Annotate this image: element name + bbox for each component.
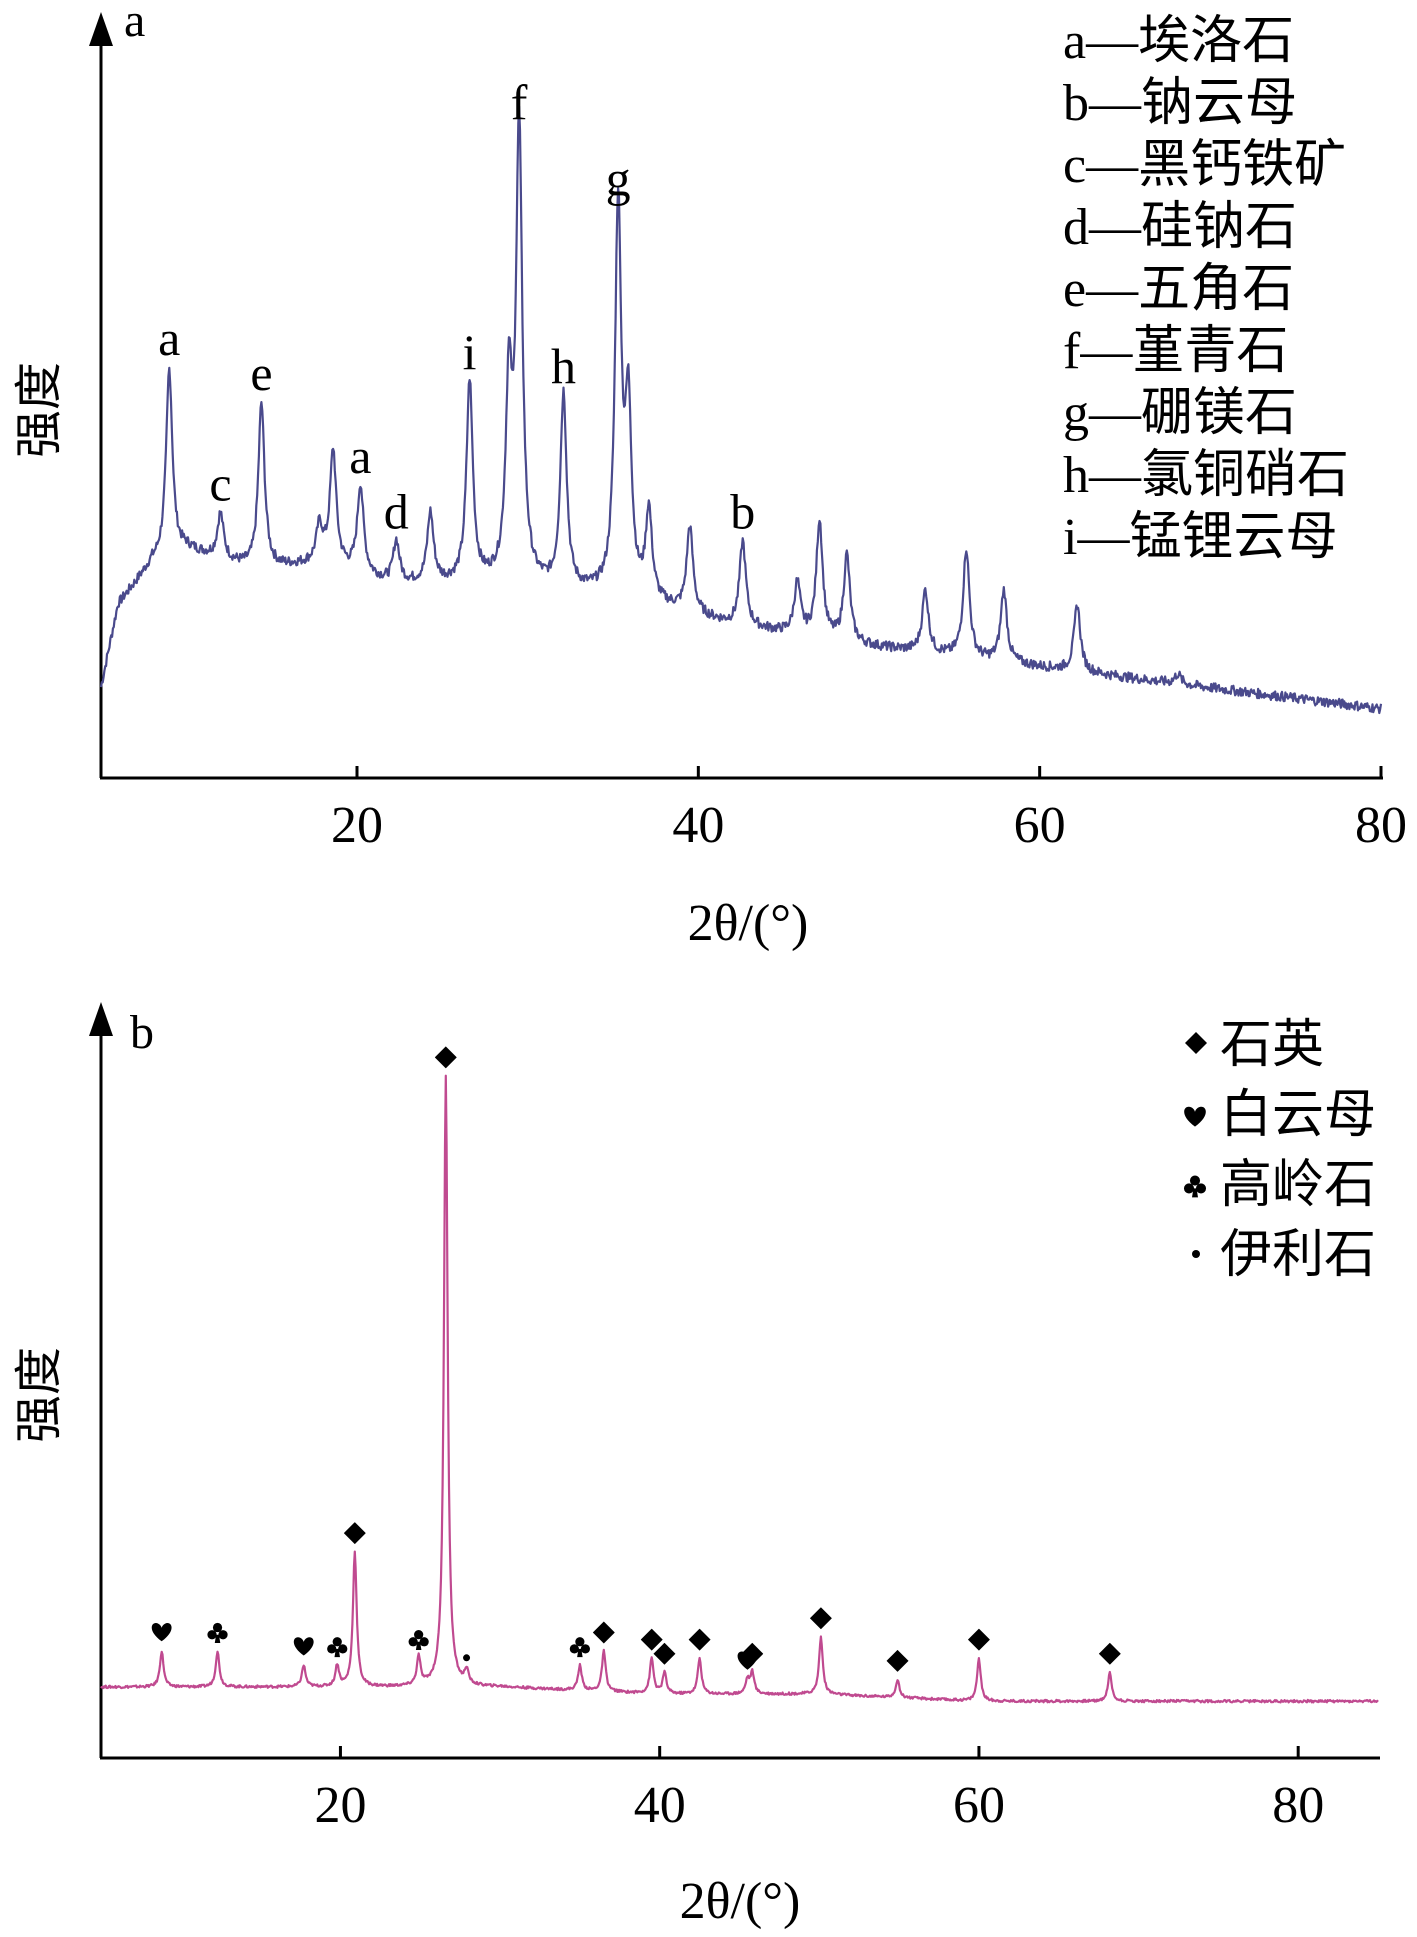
panel-a-x-ticks: 20 40 60 80 (331, 766, 1407, 854)
panel-b-y-axis-label: 强度 (13, 1347, 66, 1443)
legend-b-item: 高岭石 (1220, 1157, 1376, 1214)
peak-label: h (551, 338, 576, 394)
legend-club-icon (1183, 1175, 1207, 1198)
peak-label: c (209, 456, 231, 512)
x-tick-label: 40 (672, 797, 724, 854)
legend-a-item: g—硼镁石 (1063, 385, 1297, 442)
peak-marker-heart-icon (293, 1637, 314, 1656)
legend-a-item: d—硅钠石 (1063, 199, 1297, 256)
x-tick-label: 80 (1355, 797, 1407, 854)
peak-label: i (463, 324, 477, 380)
panel-b-legend: 石英 白云母 高岭石 伊利石 (1183, 1017, 1376, 1284)
peak-label: a (349, 428, 371, 484)
peak-label: g (606, 151, 631, 207)
panel-b-peak-markers (151, 1046, 1121, 1672)
x-tick-label: 40 (634, 1777, 686, 1834)
peak-label: a (158, 310, 180, 366)
legend-diamond-icon (1185, 1032, 1207, 1054)
peak-marker-club-icon (569, 1637, 590, 1658)
legend-heart-icon (1184, 1106, 1206, 1127)
peak-marker-diamond-icon (343, 1522, 366, 1545)
peak-marker-diamond-icon (809, 1607, 832, 1630)
peak-marker-diamond-icon (967, 1628, 990, 1651)
legend-a-item: f—堇青石 (1063, 323, 1288, 380)
legend-dot-icon (1192, 1250, 1200, 1258)
panel-a-y-axis-label: 强度 (13, 362, 66, 458)
x-tick-label: 60 (953, 1777, 1005, 1834)
panel-b-x-axis-label: 2θ/(°) (680, 1873, 801, 1930)
legend-b-item: 石英 (1220, 1017, 1324, 1074)
panel-b-x-axis-label-text: 2θ/(°) (680, 1873, 801, 1930)
peak-marker-diamond-icon (1098, 1642, 1121, 1665)
panel-b-x-ticks: 20 40 60 80 (314, 1746, 1324, 1834)
peak-marker-dot-icon (463, 1654, 471, 1662)
panel-a-x-axis-label: 2θ/(°) (688, 895, 809, 952)
legend-a-item: i—锰锂云母 (1063, 509, 1337, 566)
legend-b-item: 伊利石 (1220, 1227, 1376, 1284)
legend-a-item: e—五角石 (1063, 261, 1294, 318)
panel-b-label: b (130, 1006, 154, 1059)
peak-marker-diamond-icon (886, 1649, 909, 1672)
peak-marker-diamond-icon (434, 1046, 457, 1069)
peak-marker-diamond-icon (653, 1642, 676, 1665)
peak-label: e (250, 345, 272, 401)
panel-b: 20 40 60 80 b 强度 2θ/(°) 石英 白云母 高岭石 伊利石 (13, 1002, 1380, 1930)
x-tick-label: 20 (314, 1777, 366, 1834)
peak-marker-diamond-icon (592, 1621, 615, 1644)
legend-a-item: a—埃洛石 (1063, 13, 1294, 70)
x-tick-label: 20 (331, 797, 383, 854)
peak-marker-club-icon (207, 1622, 228, 1643)
x-tick-label: 60 (1014, 797, 1066, 854)
panel-b-series-line (100, 1074, 1379, 1704)
panel-a-y-axis-arrow (89, 12, 113, 46)
peak-marker-diamond-icon (640, 1628, 663, 1651)
legend-a-item: b—钠云母 (1063, 75, 1297, 132)
peak-label: b (730, 483, 755, 539)
peak-marker-heart-icon (151, 1623, 172, 1642)
peak-marker-club-icon (408, 1630, 429, 1651)
panel-a-legend: a—埃洛石 b—钠云母 c—黑钙铁矿 d—硅钠石 e—五角石 f—堇青石 g—硼… (1063, 13, 1349, 566)
peak-label: f (511, 75, 528, 131)
legend-b-item: 白云母 (1220, 1087, 1376, 1144)
peak-label: d (384, 483, 409, 539)
x-tick-label: 80 (1272, 1777, 1324, 1834)
panel-a-label: a (124, 0, 145, 47)
legend-a-item: c—黑钙铁矿 (1063, 137, 1346, 194)
legend-a-item: h—氯铜硝石 (1063, 447, 1349, 504)
panel-a-x-axis-label-text: 2θ/(°) (688, 895, 809, 952)
peak-marker-club-icon (327, 1637, 348, 1658)
panel-a-series-line (99, 105, 1383, 715)
peak-marker-diamond-icon (688, 1628, 711, 1651)
panel-b-y-axis-arrow (89, 1002, 113, 1036)
